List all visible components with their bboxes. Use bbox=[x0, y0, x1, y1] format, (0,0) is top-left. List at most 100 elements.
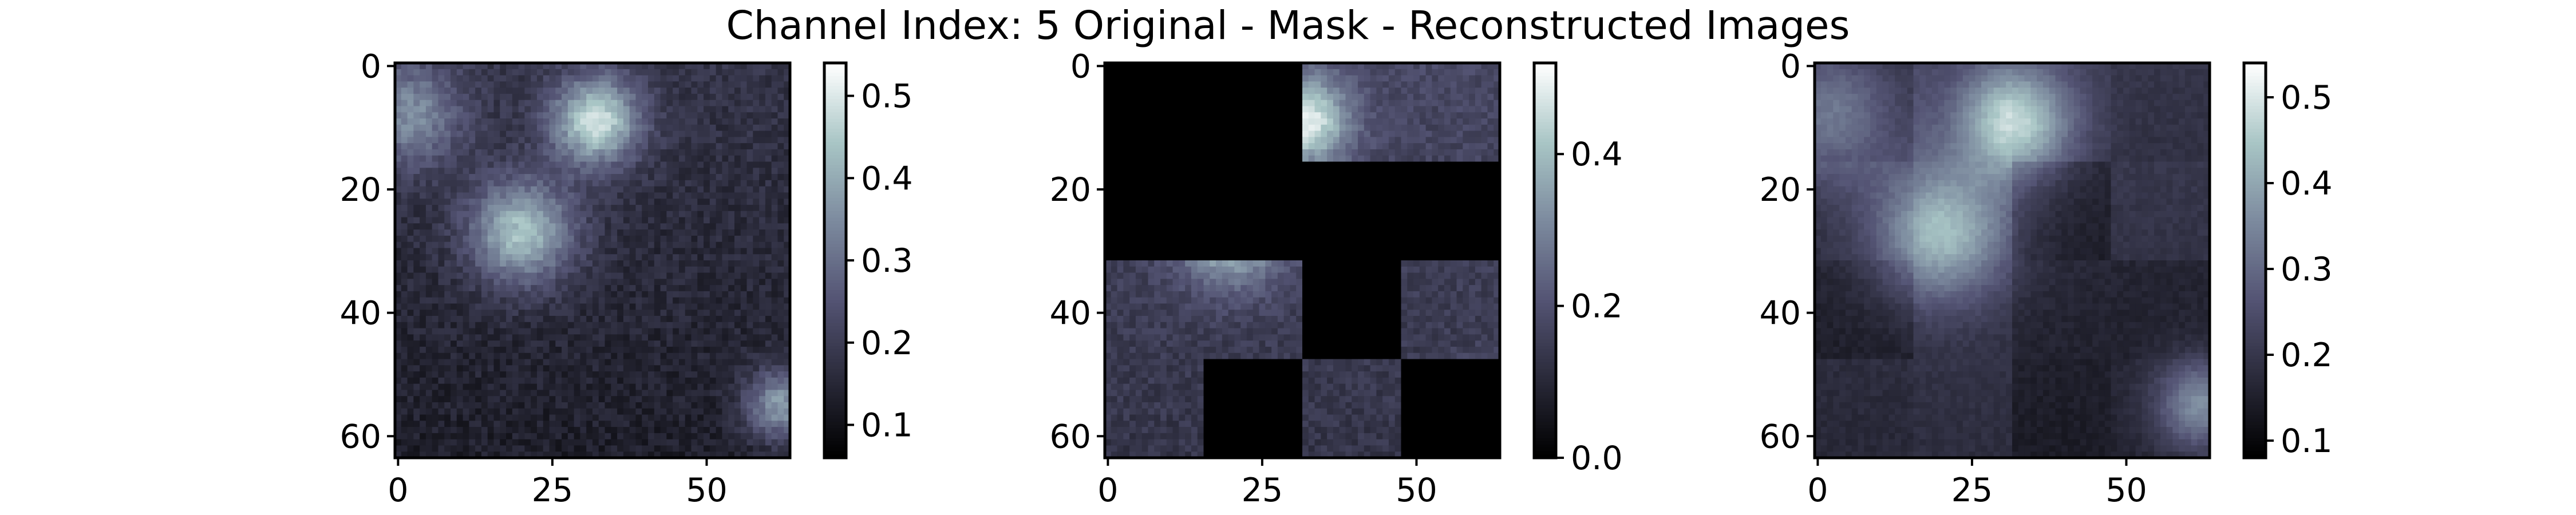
heatmap-cell bbox=[617, 248, 624, 255]
heatmap-cell bbox=[444, 285, 451, 292]
heatmap-cell bbox=[759, 359, 766, 366]
heatmap-cell bbox=[648, 204, 655, 212]
heatmap-cell bbox=[549, 421, 556, 427]
heatmap-cell bbox=[536, 352, 544, 360]
colorbar-segment bbox=[824, 421, 846, 426]
heatmap-cell bbox=[493, 279, 500, 286]
heatmap-cell bbox=[425, 248, 433, 255]
heatmap-cell bbox=[574, 427, 581, 434]
heatmap-cell bbox=[586, 192, 593, 199]
heatmap-cell bbox=[1432, 118, 1439, 125]
heatmap-cell bbox=[592, 322, 599, 329]
heatmap-cell bbox=[592, 352, 599, 360]
heatmap-cell bbox=[475, 421, 482, 427]
heatmap-cell bbox=[500, 81, 507, 88]
heatmap-cell bbox=[506, 377, 513, 385]
heatmap-cell bbox=[709, 402, 717, 409]
heatmap-cell bbox=[709, 390, 717, 397]
heatmap-cell bbox=[493, 346, 500, 354]
colorbar-segment bbox=[824, 395, 846, 399]
heatmap-cell bbox=[1438, 93, 1445, 101]
heatmap-cell bbox=[740, 421, 748, 427]
heatmap-cell bbox=[642, 371, 649, 378]
heatmap-cell bbox=[691, 217, 698, 224]
heatmap-cell bbox=[1191, 130, 1198, 137]
heatmap-cell bbox=[456, 88, 464, 94]
heatmap-cell bbox=[500, 408, 507, 415]
heatmap-cell bbox=[506, 359, 513, 366]
heatmap-cell bbox=[1160, 130, 1167, 137]
heatmap-cell bbox=[666, 130, 673, 137]
heatmap-cell bbox=[611, 260, 618, 267]
heatmap-cell bbox=[771, 100, 779, 107]
heatmap-cell bbox=[660, 161, 667, 168]
heatmap-cell bbox=[500, 168, 507, 175]
heatmap-cell bbox=[506, 168, 513, 175]
heatmap-cell bbox=[716, 180, 723, 187]
heatmap-cell bbox=[512, 63, 519, 70]
heatmap-cell bbox=[451, 439, 457, 446]
heatmap-cell bbox=[1308, 88, 1315, 94]
heatmap-cell bbox=[592, 439, 599, 446]
heatmap-cell bbox=[784, 285, 791, 292]
heatmap-cell bbox=[512, 248, 519, 255]
heatmap-cell bbox=[722, 445, 729, 452]
heatmap-cell bbox=[697, 352, 704, 360]
heatmap-cell bbox=[555, 316, 562, 323]
heatmap-cell bbox=[678, 310, 686, 316]
heatmap-cell bbox=[456, 291, 464, 298]
heatmap-cell bbox=[697, 88, 704, 94]
heatmap-cell bbox=[531, 285, 538, 292]
heatmap-cell bbox=[469, 130, 476, 137]
heatmap-cell bbox=[623, 100, 630, 107]
heatmap-cell bbox=[777, 433, 784, 440]
heatmap-cell bbox=[518, 223, 526, 230]
heatmap-cell bbox=[611, 100, 618, 107]
heatmap-cell bbox=[678, 371, 686, 378]
heatmap-cell bbox=[395, 155, 402, 163]
heatmap-cell bbox=[660, 365, 667, 372]
heatmap-cell bbox=[425, 199, 433, 205]
heatmap-cell bbox=[635, 149, 642, 156]
heatmap-cell bbox=[518, 149, 526, 156]
heatmap-cell bbox=[438, 143, 445, 150]
heatmap-cell bbox=[438, 75, 445, 82]
heatmap-cell bbox=[567, 124, 575, 132]
heatmap-cell bbox=[629, 408, 637, 415]
heatmap-cell bbox=[574, 93, 581, 101]
heatmap-cell bbox=[753, 118, 760, 125]
heatmap-cell bbox=[666, 124, 673, 132]
heatmap-cell bbox=[401, 211, 408, 218]
heatmap-cell bbox=[425, 310, 433, 316]
heatmap-cell bbox=[543, 303, 550, 310]
heatmap-cell bbox=[704, 371, 710, 378]
heatmap-cell bbox=[734, 229, 741, 236]
heatmap-cell bbox=[500, 112, 507, 119]
heatmap-cell bbox=[629, 192, 637, 199]
heatmap-cell bbox=[531, 266, 538, 274]
heatmap-cell bbox=[1160, 100, 1167, 107]
heatmap-cell bbox=[1345, 118, 1352, 125]
heatmap-cell bbox=[481, 168, 488, 175]
heatmap-cell bbox=[611, 266, 618, 274]
heatmap-cell bbox=[475, 217, 482, 224]
heatmap-cell bbox=[592, 340, 599, 347]
heatmap-cell bbox=[567, 266, 575, 274]
heatmap-cell bbox=[1203, 63, 1210, 70]
heatmap-cell bbox=[481, 377, 488, 385]
heatmap-cell bbox=[1339, 81, 1346, 88]
heatmap-cell bbox=[543, 241, 550, 249]
heatmap-cell bbox=[1191, 106, 1198, 113]
heatmap-cell bbox=[567, 93, 575, 101]
heatmap-cell bbox=[463, 199, 469, 205]
heatmap-cell bbox=[1240, 130, 1247, 137]
heatmap-cell bbox=[580, 180, 587, 187]
heatmap-cell bbox=[586, 390, 593, 397]
heatmap-cell bbox=[1283, 106, 1291, 113]
heatmap-cell bbox=[1117, 106, 1124, 113]
heatmap-cell bbox=[432, 285, 439, 292]
heatmap-cell bbox=[420, 303, 426, 310]
heatmap-cell bbox=[586, 285, 593, 292]
heatmap-cell bbox=[697, 223, 704, 230]
colorbar-segment bbox=[824, 234, 846, 238]
